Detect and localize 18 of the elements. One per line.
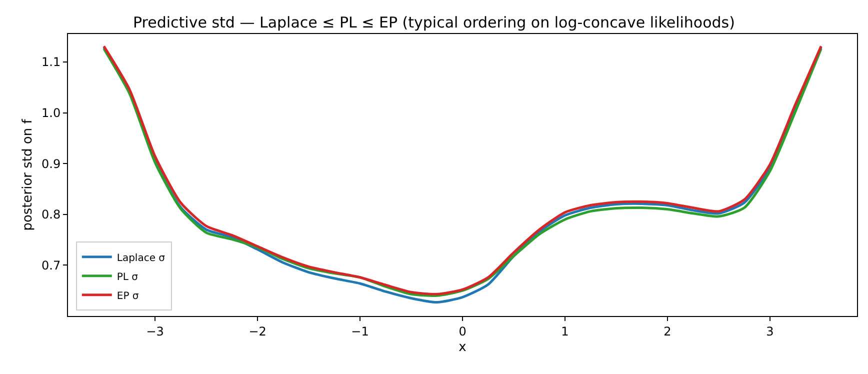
y-axis-title: posterior std on f — [20, 118, 36, 231]
legend-label: EP σ — [116, 290, 140, 302]
legend-label: Laplace σ — [116, 252, 166, 264]
x-tick-label: −2 — [248, 324, 266, 338]
y-tick-label: 0.7 — [42, 258, 61, 272]
x-tick-label: 0 — [458, 324, 466, 338]
x-tick-label: 1 — [561, 324, 569, 338]
x-tick-label: −3 — [146, 324, 164, 338]
legend-label: PL σ — [116, 272, 139, 283]
y-tick-label: 1.1 — [42, 55, 61, 70]
x-axis-title: x — [458, 340, 467, 355]
chart-title: Predictive std — Laplace ≤ PL ≤ EP (typical ordering on log-concave likelihoods) — [133, 13, 735, 32]
x-tick-label: −1 — [351, 324, 369, 338]
y-tick-label: 1.0 — [42, 106, 61, 120]
x-tick-label: 2 — [664, 324, 672, 338]
y-tick-label: 0.8 — [42, 208, 61, 222]
x-tick-label: 3 — [766, 324, 774, 338]
y-tick-label: 0.9 — [42, 156, 61, 171]
